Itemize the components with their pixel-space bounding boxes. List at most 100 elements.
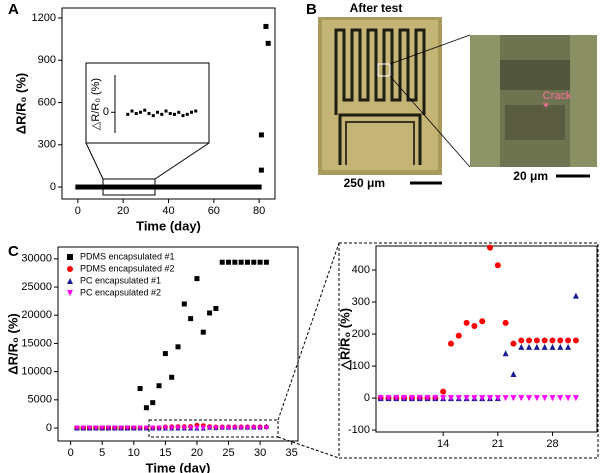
marker (220, 184, 226, 190)
x-axis-label: Time (day) (136, 218, 201, 233)
marker (518, 343, 525, 350)
marker (572, 337, 579, 344)
marker (244, 259, 250, 265)
marker (125, 184, 131, 190)
scale-label: 20 μm (513, 169, 548, 183)
x-tick-label: 30 (254, 447, 266, 459)
marker (565, 395, 572, 402)
marker (557, 343, 564, 350)
x-tick-label: 5 (99, 447, 105, 459)
marker (84, 184, 90, 190)
marker (181, 425, 187, 431)
marker (150, 425, 156, 431)
marker (88, 184, 94, 190)
marker (190, 110, 193, 114)
marker (447, 340, 454, 347)
marker (541, 343, 548, 350)
marker (565, 337, 572, 344)
y-tick-label: 300 (352, 296, 370, 308)
marker (143, 108, 147, 112)
legend-marker (67, 290, 73, 296)
marker (455, 332, 462, 339)
marker (526, 395, 533, 402)
marker (188, 425, 194, 431)
marker (181, 114, 185, 118)
marker (416, 395, 423, 402)
marker (147, 112, 151, 116)
marker (247, 184, 253, 190)
marker (118, 425, 124, 431)
marker (120, 184, 126, 190)
scale-label: 250 μm (344, 176, 385, 190)
marker (139, 110, 142, 114)
marker (219, 259, 225, 265)
marker (111, 184, 117, 190)
marker (471, 395, 478, 402)
marker (502, 395, 509, 402)
marker (185, 112, 189, 116)
marker (494, 262, 501, 269)
x-tick-label: 35 (286, 447, 298, 459)
marker (377, 395, 384, 402)
legend-label: PC encapsulated #2 (80, 287, 161, 297)
marker (541, 337, 548, 344)
marker (226, 259, 232, 265)
marker (533, 395, 540, 402)
marker (487, 395, 494, 402)
marker (99, 425, 105, 431)
marker (440, 395, 447, 402)
photo-texture (505, 105, 565, 140)
marker (211, 184, 217, 190)
marker (75, 184, 81, 190)
panel-label: C (8, 243, 19, 260)
marker (263, 425, 269, 431)
marker (124, 425, 130, 431)
marker (200, 425, 206, 431)
marker (479, 395, 486, 402)
marker (510, 340, 517, 347)
y-tick-label: 0 (50, 181, 56, 193)
marker (502, 350, 509, 357)
legend-marker (67, 278, 73, 284)
marker (156, 383, 162, 389)
marker (238, 425, 244, 431)
photo-texture (570, 35, 597, 167)
marker (258, 167, 264, 173)
panel-label: A (8, 1, 19, 18)
marker (173, 112, 176, 116)
marker (156, 110, 159, 114)
marker (194, 109, 198, 113)
zoom-rect (148, 419, 279, 438)
marker (169, 425, 175, 431)
serpentine-trace (334, 28, 426, 165)
marker (243, 184, 249, 190)
marker (156, 425, 162, 431)
marker (224, 184, 230, 190)
marker (479, 318, 486, 325)
marker (229, 184, 235, 190)
marker (265, 40, 271, 46)
marker (541, 395, 548, 402)
marker (533, 337, 540, 344)
photo-texture (470, 35, 500, 167)
marker (447, 395, 454, 402)
photo-title: After test (350, 1, 403, 15)
marker (215, 184, 221, 190)
marker (137, 425, 143, 431)
marker (181, 301, 187, 307)
marker (116, 184, 122, 190)
marker (463, 319, 470, 326)
marker (455, 395, 462, 402)
inset-frame (85, 62, 210, 144)
marker (252, 184, 258, 190)
marker (401, 395, 408, 402)
x-tick-label: 25 (222, 447, 234, 459)
marker (126, 112, 130, 116)
plot-frame (375, 245, 598, 433)
x-tick-label: 60 (208, 205, 220, 217)
marker (494, 395, 501, 402)
legend-marker (67, 266, 73, 272)
marker (200, 329, 206, 335)
marker (150, 400, 156, 406)
